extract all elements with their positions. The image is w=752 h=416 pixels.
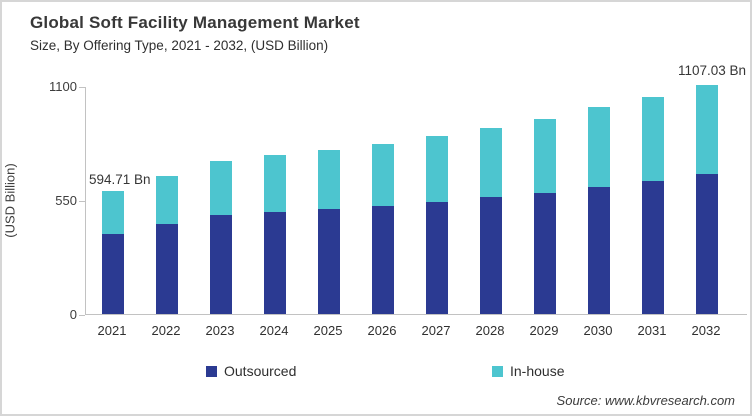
x-tick-2028: 2028 xyxy=(475,323,505,338)
x-tick-2026: 2026 xyxy=(367,323,397,338)
outsourced-swatch-icon xyxy=(206,365,217,377)
stacked-bar-2025 xyxy=(318,150,340,314)
outsourced-segment xyxy=(318,209,340,314)
x-tick-2023: 2023 xyxy=(205,323,235,338)
stacked-bar-2028 xyxy=(480,127,502,314)
legend-item-outsourced: Outsourced xyxy=(206,363,296,379)
x-axis-labels: 2021 2022 2023 2024 2025 2026 2027 2028 2029 2030… xyxy=(85,323,747,339)
in-house-segment xyxy=(102,190,124,234)
in-house-segment xyxy=(210,161,232,216)
data-label-2021: 594.71 Bn xyxy=(89,172,151,187)
x-tick-2022: 2022 xyxy=(151,323,181,338)
in-house-segment xyxy=(372,144,394,207)
x-tick-2027: 2027 xyxy=(421,323,451,338)
y-tick-550: 550 xyxy=(55,193,77,208)
in-house-segment xyxy=(534,118,556,193)
in-house-segment xyxy=(264,155,286,213)
plot-area xyxy=(85,84,747,315)
y-tick-mark xyxy=(79,87,85,88)
in-house-segment xyxy=(480,127,502,198)
stacked-bar-2023 xyxy=(210,161,232,314)
y-tick-mark xyxy=(79,315,85,316)
in-house-segment xyxy=(426,135,448,203)
x-tick-2030: 2030 xyxy=(583,323,613,338)
data-label-2032: 1107.03 Bn xyxy=(677,63,746,78)
in-house-segment xyxy=(642,97,664,181)
outsourced-segment xyxy=(480,197,502,314)
inhouse-swatch-icon xyxy=(492,365,503,377)
legend: Outsourced In-house xyxy=(2,363,750,381)
in-house-segment xyxy=(318,150,340,210)
x-tick-2025: 2025 xyxy=(313,323,343,338)
stacked-bar-2031 xyxy=(642,97,664,314)
in-house-segment xyxy=(588,107,610,187)
in-house-segment xyxy=(696,84,718,175)
outsourced-segment xyxy=(156,224,178,314)
legend-item-inhouse: In-house xyxy=(492,363,564,379)
outsourced-segment xyxy=(696,174,718,314)
stacked-bar-2027 xyxy=(426,135,448,314)
stacked-bar-2021 xyxy=(102,190,124,314)
source-attribution: Source: www.kbvresearch.com xyxy=(556,393,735,408)
y-tick-mark xyxy=(79,201,85,202)
chart-subtitle: Size, By Offering Type, 2021 - 2032, (US… xyxy=(30,38,329,53)
in-house-segment xyxy=(156,175,178,225)
legend-label-outsourced: Outsourced xyxy=(224,363,297,379)
y-axis-label: (USD Billion) xyxy=(2,163,18,238)
outsourced-segment xyxy=(264,212,286,314)
x-tick-2021: 2021 xyxy=(97,323,127,338)
stacked-bar-2024 xyxy=(264,155,286,314)
outsourced-segment xyxy=(642,180,664,314)
x-tick-2029: 2029 xyxy=(529,323,559,338)
stacked-bar-2030 xyxy=(588,107,610,314)
stacked-bar-2029 xyxy=(534,118,556,314)
y-tick-0: 0 xyxy=(69,307,77,322)
stacked-bar-2022 xyxy=(156,175,178,314)
stacked-bar-2032 xyxy=(696,84,718,314)
legend-label-inhouse: In-house xyxy=(510,363,565,379)
x-tick-2031: 2031 xyxy=(637,323,667,338)
x-tick-2024: 2024 xyxy=(259,323,289,338)
y-tick-1100: 1100 xyxy=(49,79,77,94)
outsourced-segment xyxy=(102,234,124,314)
stacked-bar-2026 xyxy=(372,144,394,314)
x-tick-2032: 2032 xyxy=(691,323,721,338)
outsourced-segment xyxy=(588,186,610,314)
chart-title: Global Soft Facility Management Market xyxy=(30,13,360,32)
outsourced-segment xyxy=(426,202,448,314)
outsourced-segment xyxy=(372,206,394,314)
outsourced-segment xyxy=(534,192,556,314)
outsourced-segment xyxy=(210,215,232,314)
